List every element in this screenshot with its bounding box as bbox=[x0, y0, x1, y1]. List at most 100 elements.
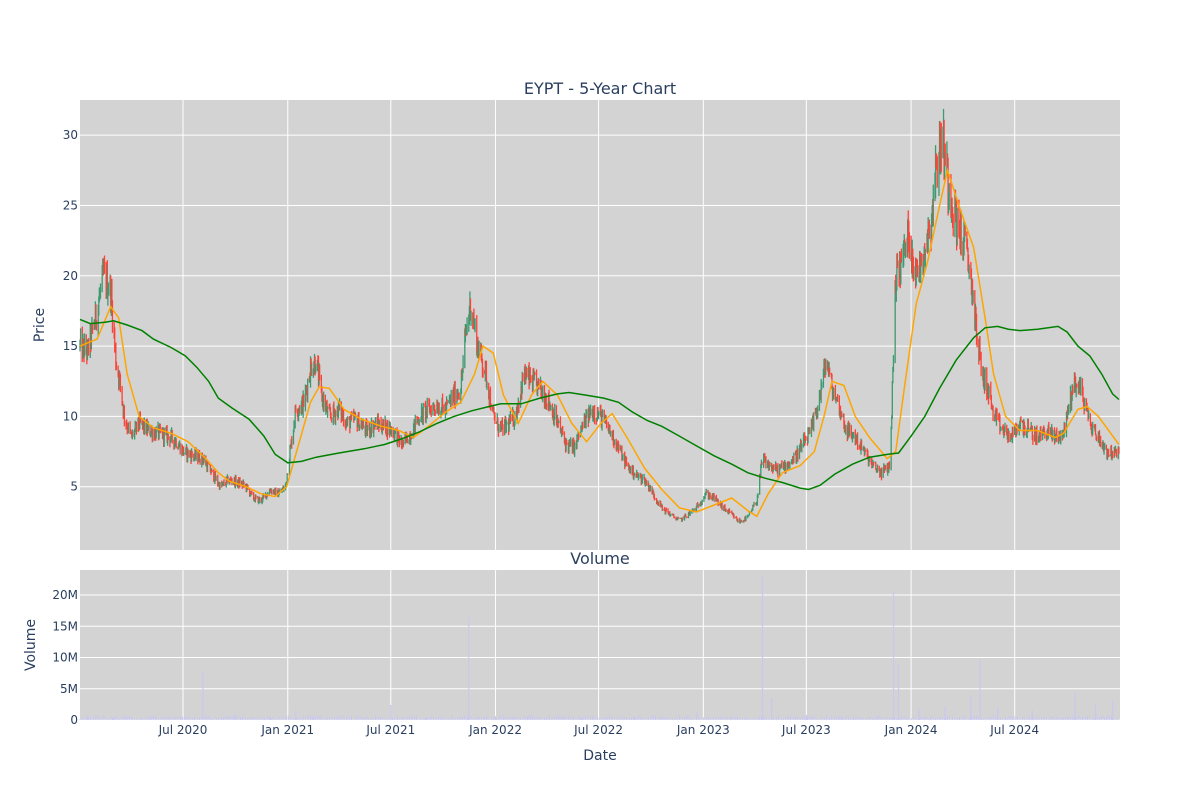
volume-bar bbox=[269, 716, 271, 720]
volume-bar bbox=[318, 715, 320, 720]
volume-bar bbox=[666, 718, 668, 720]
volume-bar bbox=[518, 717, 520, 720]
x-tick-label: Jul 2022 bbox=[573, 723, 623, 737]
volume-bar bbox=[123, 715, 125, 720]
volume-bar bbox=[912, 716, 914, 720]
volume-bar bbox=[359, 715, 361, 720]
volume-bar bbox=[591, 715, 593, 720]
volume-bar bbox=[1037, 715, 1039, 720]
volume-bar bbox=[111, 717, 113, 720]
volume-bar bbox=[573, 716, 575, 720]
volume-bar bbox=[298, 718, 300, 720]
volume-bar bbox=[228, 715, 230, 720]
volume-bar bbox=[743, 718, 745, 720]
volume-bar bbox=[289, 717, 291, 720]
volume-bar bbox=[115, 716, 117, 720]
volume-bar bbox=[670, 717, 672, 720]
volume-bar bbox=[333, 716, 335, 720]
volume-bar bbox=[1114, 718, 1116, 720]
volume-bar bbox=[480, 718, 482, 720]
volume-bar bbox=[707, 717, 709, 720]
volume-bar bbox=[644, 718, 646, 720]
volume-bar bbox=[1090, 718, 1092, 720]
volume-bar bbox=[999, 718, 1001, 720]
volume-bar bbox=[395, 718, 397, 720]
volume-tick-label: 15M bbox=[52, 619, 78, 633]
volume-bar bbox=[89, 715, 91, 720]
volume-bar bbox=[438, 715, 440, 720]
volume-bar bbox=[299, 717, 301, 720]
volume-bar bbox=[306, 715, 308, 720]
volume-bar bbox=[105, 718, 107, 720]
volume-bar bbox=[766, 717, 768, 720]
volume-bar bbox=[497, 717, 499, 720]
volume-bar bbox=[813, 715, 815, 720]
volume-bar bbox=[935, 718, 937, 720]
volume-bar bbox=[853, 715, 855, 720]
volume-bar bbox=[161, 716, 163, 720]
volume-bar bbox=[458, 716, 460, 720]
volume-bar bbox=[567, 715, 569, 720]
volume-bar bbox=[574, 718, 576, 720]
volume-bar bbox=[827, 718, 829, 720]
volume-bar bbox=[137, 718, 139, 720]
volume-bar bbox=[496, 718, 498, 720]
volume-bar bbox=[1078, 715, 1080, 720]
volume-bar bbox=[892, 591, 895, 720]
volume-bar bbox=[699, 718, 701, 720]
volume-bar bbox=[929, 716, 931, 720]
volume-bar bbox=[373, 718, 375, 720]
volume-bar bbox=[327, 716, 329, 720]
volume-bar bbox=[465, 717, 467, 720]
volume-bar bbox=[622, 716, 624, 720]
volume-bar bbox=[202, 671, 204, 720]
volume-bar bbox=[928, 718, 930, 720]
volume-bar bbox=[639, 716, 641, 720]
volume-bar bbox=[550, 719, 552, 720]
volume-bar bbox=[554, 717, 556, 720]
volume-bar bbox=[716, 717, 718, 720]
volume-bar bbox=[275, 718, 277, 720]
chart-title: EYPT - 5-Year Chart bbox=[524, 79, 676, 98]
volume-bar bbox=[1074, 693, 1076, 720]
volume-bar bbox=[385, 718, 387, 720]
volume-bar bbox=[533, 716, 535, 720]
volume-axis-title: Volume bbox=[23, 619, 39, 671]
volume-bar bbox=[731, 715, 733, 720]
volume-bar bbox=[856, 715, 858, 720]
volume-bar bbox=[380, 715, 382, 720]
volume-bar bbox=[1085, 717, 1087, 720]
volume-bar bbox=[1023, 716, 1025, 720]
volume-bar bbox=[1017, 716, 1019, 720]
volume-bar bbox=[641, 717, 643, 720]
volume-bar bbox=[620, 718, 622, 720]
volume-bar bbox=[543, 718, 545, 720]
volume-bar bbox=[210, 718, 212, 720]
volume-bar bbox=[434, 718, 436, 720]
volume-bar bbox=[875, 716, 877, 720]
volume-bar bbox=[383, 718, 385, 720]
volume-bar bbox=[149, 715, 151, 720]
volume-bar bbox=[760, 716, 762, 720]
volume-bar bbox=[81, 718, 83, 720]
volume-bar bbox=[580, 717, 583, 720]
volume-bar bbox=[979, 658, 981, 720]
volume-bar bbox=[634, 716, 636, 720]
volume-bar bbox=[789, 716, 791, 720]
volume-bar bbox=[854, 718, 856, 720]
volume-bar bbox=[596, 716, 598, 720]
volume-bar bbox=[415, 715, 417, 720]
x-tick-label: Jan 2021 bbox=[260, 723, 314, 737]
volume-bar bbox=[146, 718, 148, 720]
volume-bar bbox=[166, 716, 168, 720]
volume-bar bbox=[410, 715, 412, 720]
volume-bar bbox=[453, 718, 455, 720]
volume-bar bbox=[185, 716, 187, 720]
volume-bar bbox=[398, 718, 400, 720]
volume-bar bbox=[267, 715, 269, 720]
volume-bar bbox=[682, 719, 684, 720]
volume-bar bbox=[521, 718, 523, 720]
volume-bar bbox=[866, 718, 868, 720]
volume-bar bbox=[369, 717, 371, 720]
volume-bar bbox=[865, 718, 867, 720]
